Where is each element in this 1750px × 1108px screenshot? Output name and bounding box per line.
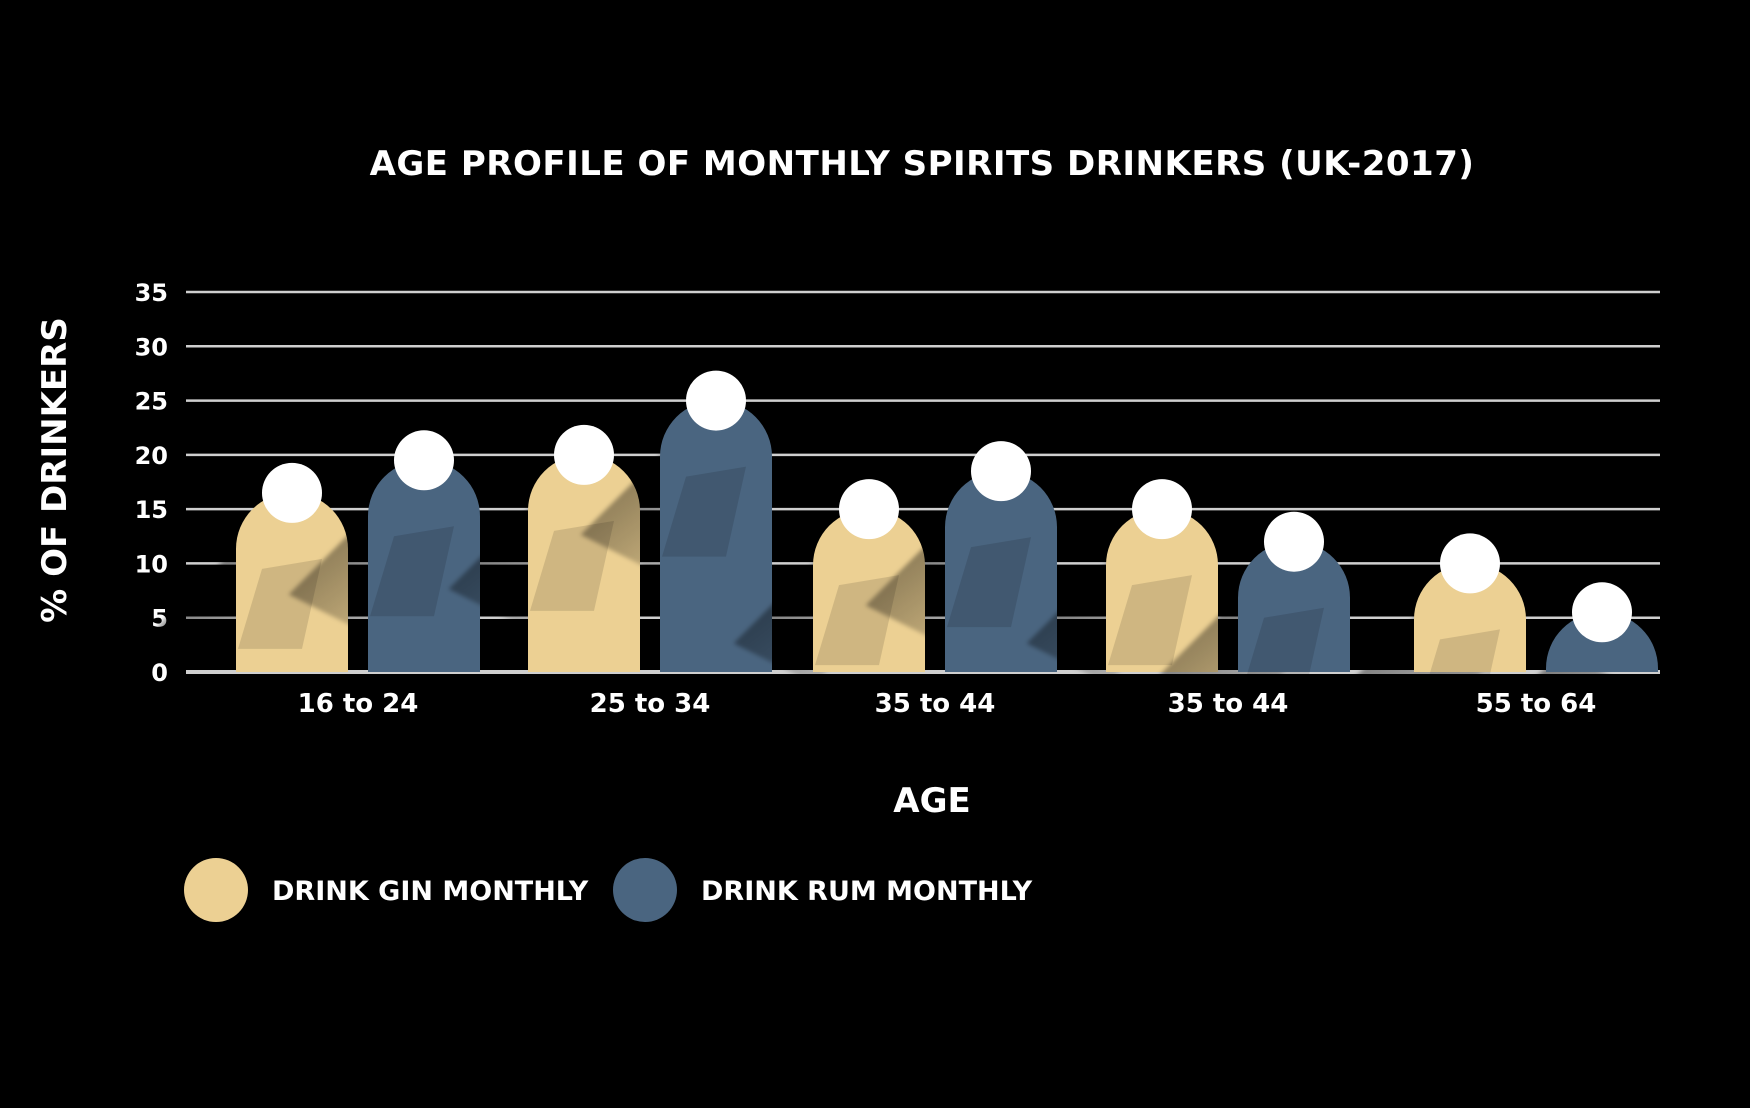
value-marker bbox=[839, 479, 899, 540]
bar-group bbox=[865, 441, 1057, 672]
bar-inner-shade bbox=[1108, 575, 1192, 666]
gin-bar bbox=[1414, 563, 1526, 672]
bar-group bbox=[1466, 582, 1658, 787]
value-marker bbox=[554, 424, 614, 485]
bar-inner-shade bbox=[662, 466, 746, 557]
bar-inner-shade bbox=[238, 558, 322, 649]
rum-bar bbox=[660, 400, 772, 672]
x-tick-label: 25 to 34 bbox=[590, 689, 711, 719]
bar-group bbox=[156, 462, 348, 672]
x-tick-label: 16 to 24 bbox=[298, 689, 419, 719]
gin-bar bbox=[813, 509, 925, 672]
y-tick-label: 10 bbox=[135, 550, 168, 578]
y-tick-label: 35 bbox=[135, 279, 168, 307]
bar-group bbox=[288, 430, 481, 672]
bar-group bbox=[1334, 533, 1526, 738]
legend-swatch bbox=[184, 858, 248, 922]
bar-inner-shade bbox=[947, 537, 1031, 628]
value-marker bbox=[262, 462, 322, 523]
gin-bar bbox=[236, 492, 348, 672]
bar-group bbox=[733, 479, 925, 684]
y-tick-label: 20 bbox=[135, 442, 168, 470]
value-marker bbox=[686, 370, 746, 431]
x-tick-label: 35 to 44 bbox=[875, 689, 996, 719]
legend-item: DRINK GIN MONTHLY bbox=[184, 858, 589, 922]
bars bbox=[156, 370, 1658, 787]
legend-item: DRINK RUM MONTHLY bbox=[613, 858, 1033, 922]
y-tick-label: 30 bbox=[135, 333, 168, 361]
x-tick-label: 35 to 44 bbox=[1168, 689, 1289, 719]
x-tick-label: 55 to 64 bbox=[1476, 689, 1597, 719]
bar-group bbox=[1158, 511, 1350, 717]
x-axis-ticks: 16 to 24 25 to 34 35 to 44 35 to 44 55 to 64 bbox=[298, 689, 1597, 719]
legend-swatch bbox=[613, 858, 677, 922]
value-marker bbox=[1264, 511, 1324, 572]
bar-inner-shade bbox=[1240, 607, 1324, 698]
rum-bar bbox=[945, 471, 1057, 672]
y-tick-label: 0 bbox=[151, 659, 168, 687]
bar-inner-shade bbox=[1548, 678, 1632, 769]
value-marker bbox=[1132, 479, 1192, 540]
value-marker bbox=[1440, 533, 1500, 594]
value-marker bbox=[971, 441, 1031, 502]
y-tick-label: 25 bbox=[135, 388, 168, 416]
y-axis-title: % OF DRINKERS bbox=[35, 317, 75, 623]
bar-inner-shade bbox=[1416, 629, 1500, 720]
legend-label: DRINK GIN MONTHLY bbox=[272, 876, 589, 907]
value-marker bbox=[1572, 582, 1632, 643]
bar-inner-shade bbox=[530, 520, 614, 611]
bar-group bbox=[580, 370, 772, 672]
bar-shadow bbox=[1466, 651, 1643, 787]
rum-bar bbox=[368, 460, 481, 672]
bar-inner-shade bbox=[370, 526, 454, 617]
legend-label: DRINK RUM MONTHLY bbox=[701, 876, 1033, 907]
y-tick-label: 15 bbox=[135, 496, 168, 524]
bar-group bbox=[1026, 479, 1218, 684]
rum-bar bbox=[1238, 541, 1350, 672]
chart-title: AGE PROFILE OF MONTHLY SPIRITS DRINKERS … bbox=[370, 144, 1475, 184]
x-axis-title: AGE bbox=[893, 781, 970, 821]
value-marker bbox=[394, 430, 454, 491]
legend: DRINK GIN MONTHLY DRINK RUM MONTHLY bbox=[184, 858, 1033, 922]
gin-bar bbox=[1106, 509, 1218, 672]
